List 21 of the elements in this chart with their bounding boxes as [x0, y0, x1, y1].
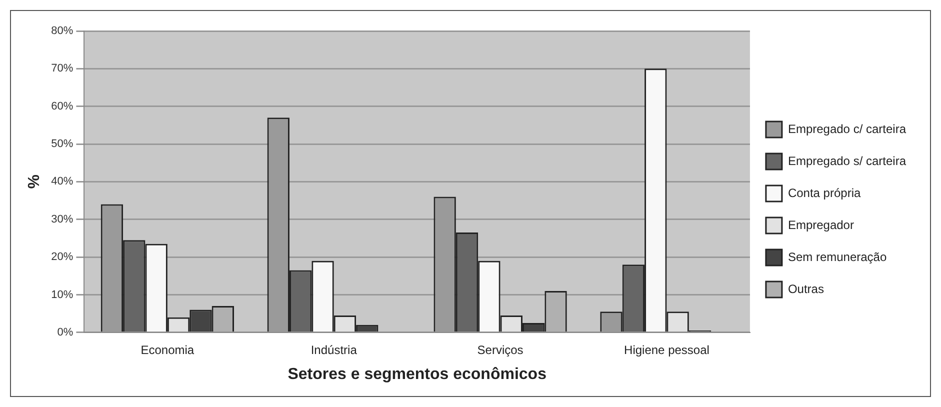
y-axis-title: %: [26, 174, 44, 189]
y-tick-label: 40%: [51, 176, 74, 188]
y-tick-label: 60%: [51, 100, 74, 112]
y-tick-label: 80%: [51, 25, 74, 38]
x-tick-label: Indústria: [310, 342, 358, 357]
y-tick-label: 0%: [57, 326, 74, 338]
y-tick-label: 20%: [51, 251, 74, 264]
legend-label: Conta própria: [788, 186, 861, 200]
y-tick-label: 30%: [51, 213, 74, 226]
y-tick-label: 50%: [51, 138, 74, 150]
legend-label: Sem remuneração: [788, 250, 887, 264]
y-tick-label: 10%: [51, 288, 74, 301]
legend-label: Outras: [788, 282, 824, 296]
x-axis-title: Setores e segmentos econômicos: [288, 366, 547, 383]
legend-label: Empregado s/ carteira: [788, 154, 906, 168]
x-tick-label: Economia: [140, 342, 194, 357]
legend-label: Empregador: [788, 218, 854, 232]
x-tick-label: Higiene pessoal: [624, 342, 710, 357]
x-tick-label: Serviços: [477, 342, 524, 357]
y-tick-label: 70%: [51, 62, 74, 75]
legend-label: Empregado c/ carteira: [788, 122, 906, 136]
